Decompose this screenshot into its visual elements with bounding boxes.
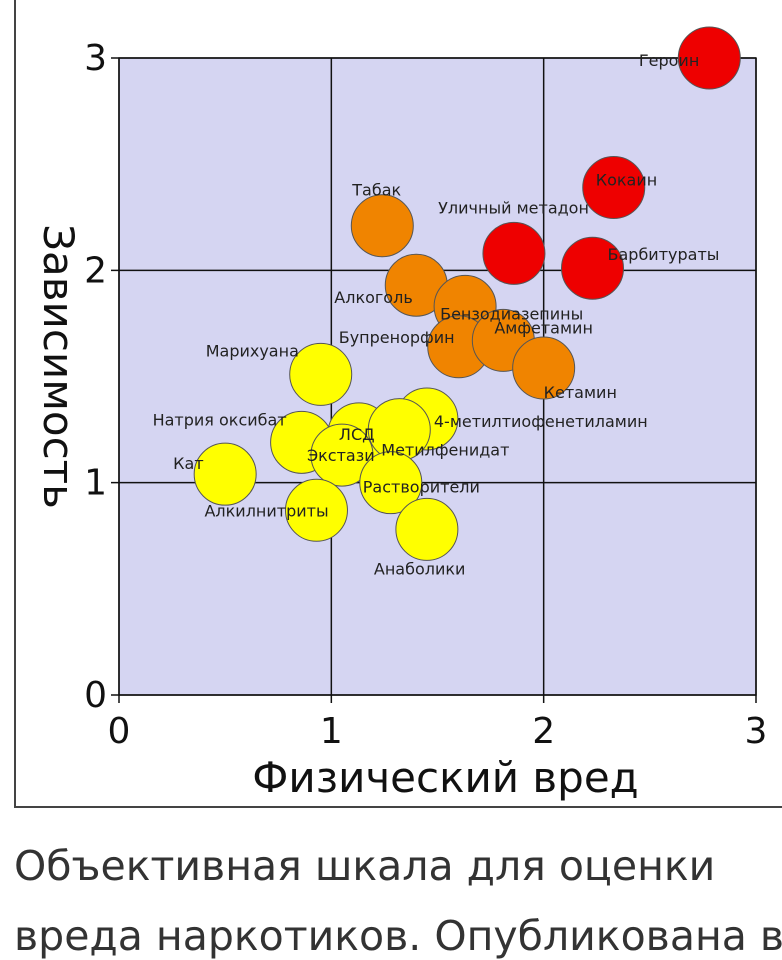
chart-frame: 0 1 2 3 0 1 2 3 Героин Кокаин Уличный метадон Барби… xyxy=(14,0,782,808)
point-label: Экстази xyxy=(307,446,375,465)
point-label: Уличный метадон xyxy=(438,198,589,217)
point-label: Табак xyxy=(351,181,401,200)
point-label: Кокаин xyxy=(596,171,657,190)
point-label: Героин xyxy=(639,51,699,70)
x-tick-label: 1 xyxy=(320,711,343,752)
y-tick-label: 0 xyxy=(84,675,107,716)
x-tick-label: 0 xyxy=(108,711,131,752)
point-label: Кат xyxy=(173,454,203,473)
point-label: ЛСД xyxy=(339,425,375,444)
data-point xyxy=(677,26,741,90)
data-point xyxy=(582,156,646,220)
point-label: Бензодиазепины xyxy=(440,304,583,323)
x-tick-label: 2 xyxy=(532,711,555,752)
point-label: Кетамин xyxy=(544,383,617,402)
caption-line-2: вреда наркотиков. Опубликована в xyxy=(14,912,782,960)
y-axis-label: Зависимость xyxy=(34,224,83,509)
scatter-chart: 0 1 2 3 0 1 2 3 Героин Кокаин Уличный метадон Барби… xyxy=(34,26,768,802)
point-label: Амфетамин xyxy=(494,318,593,337)
data-point xyxy=(359,451,423,515)
data-point xyxy=(482,221,546,285)
point-label: Натрия оксибат xyxy=(153,410,287,429)
y-tick-label: 3 xyxy=(84,38,107,79)
point-label: 4-метилтиофенетиламин xyxy=(434,412,648,431)
data-point xyxy=(310,423,374,487)
point-label: Анаболики xyxy=(374,559,466,578)
data-point xyxy=(289,342,353,406)
y-tick-label: 2 xyxy=(84,250,107,291)
point-label: Растворители xyxy=(363,478,480,497)
data-point xyxy=(193,442,257,506)
point-label: Бупренорфин xyxy=(339,328,455,347)
x-tick-label: 3 xyxy=(745,711,768,752)
data-point xyxy=(284,478,348,542)
plot-area xyxy=(118,57,757,696)
data-point xyxy=(561,236,625,300)
data-point xyxy=(395,497,459,561)
data-point xyxy=(350,194,414,258)
point-label: Алкилнитриты xyxy=(204,501,328,520)
data-point xyxy=(512,336,576,400)
point-label: Марихуана xyxy=(206,341,299,360)
point-label: Метилфенидат xyxy=(381,441,509,460)
point-label: Барбитураты xyxy=(608,245,720,264)
caption-line-1: Объективная шкала для оценки xyxy=(14,842,716,890)
y-tick-label: 1 xyxy=(84,463,107,504)
point-label: Алкоголь xyxy=(334,288,412,307)
x-axis-label: Физический вред xyxy=(252,753,638,802)
